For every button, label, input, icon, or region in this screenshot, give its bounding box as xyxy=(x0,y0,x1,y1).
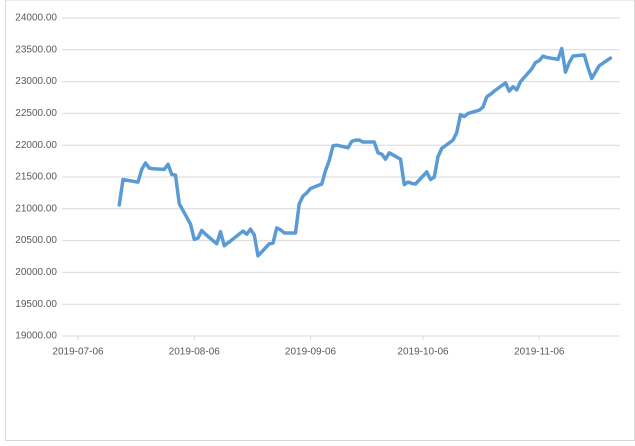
y-tick-label: 22000.00 xyxy=(15,140,57,151)
chart-frame xyxy=(5,0,635,441)
y-tick-label: 20000.00 xyxy=(15,267,57,278)
x-tick-label: 2019-11-06 xyxy=(514,347,565,358)
y-tick-label: 20500.00 xyxy=(15,235,57,246)
x-tick-label: 2019-08-06 xyxy=(169,347,221,358)
y-tick-label: 19000.00 xyxy=(15,331,57,342)
data-line xyxy=(117,46,613,258)
x-tick-label: 2019-09-06 xyxy=(285,347,337,358)
y-tick-label: 23000.00 xyxy=(15,76,57,87)
y-tick-label: 23500.00 xyxy=(15,44,57,55)
y-tick-label: 19500.00 xyxy=(15,299,57,310)
x-tick-label: 2019-10-06 xyxy=(397,347,449,358)
y-tick-label: 24000.00 xyxy=(15,13,57,24)
x-tick-label: 2019-07-06 xyxy=(52,347,104,358)
y-tick-label: 22500.00 xyxy=(15,108,57,119)
y-tick-label: 21000.00 xyxy=(15,203,57,214)
y-tick-label: 21500.00 xyxy=(15,172,57,183)
